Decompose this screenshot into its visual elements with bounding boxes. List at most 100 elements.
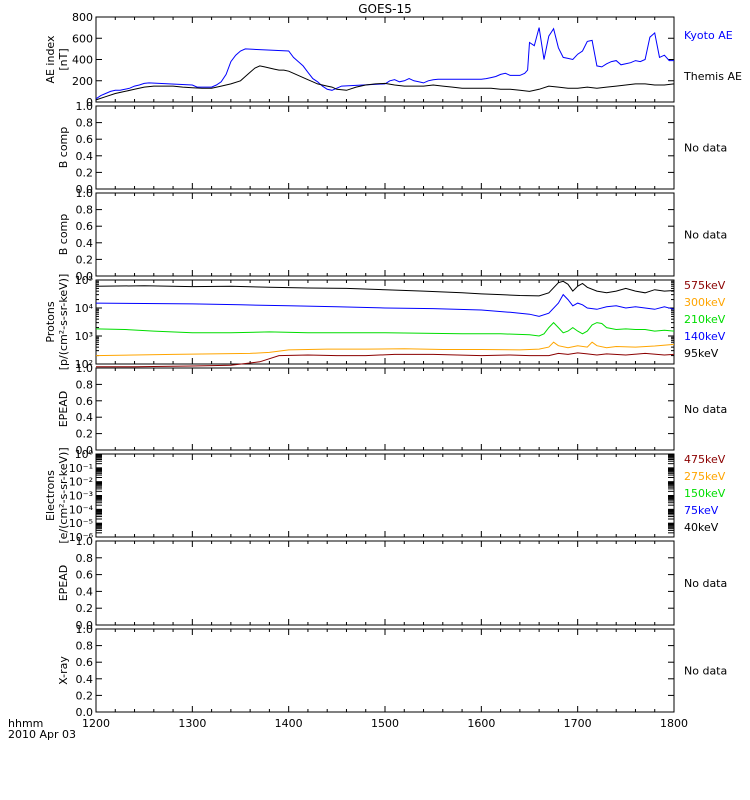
panel-frame	[95, 192, 675, 277]
y-axis-label: EPEAD	[57, 391, 70, 428]
no-data-label: No data	[684, 665, 727, 678]
legend-entry: 75keV	[684, 504, 719, 517]
panel-2: 0.0 0.2 0.4 0.6 0.8 1.0 B comp No data	[57, 100, 727, 196]
panel-frame	[95, 453, 675, 538]
legend-entry: Themis AE	[683, 70, 742, 83]
y-tick-label: 0.0	[76, 619, 94, 632]
time-axis: hhmm 2010 Apr 03 1200 1300 1400 1500 1600 170…	[8, 717, 688, 741]
legend-entry: Kyoto AE	[684, 29, 733, 42]
no-data-label: No data	[684, 229, 727, 242]
y-tick-label: 0.0	[76, 270, 94, 283]
y-tick-label: 10⁻²	[69, 476, 93, 489]
legend-entry: 210keV	[684, 313, 726, 326]
y-tick-label: 0.6	[76, 220, 94, 233]
y-tick-label: 0.4	[76, 150, 94, 163]
y-tick-label: 0.4	[76, 411, 94, 424]
y-tick-label: 400	[72, 54, 93, 67]
series-line	[95, 341, 675, 357]
y-tick-label: 0.8	[76, 378, 94, 391]
legend-entry: 275keV	[684, 470, 726, 483]
y-tick-label: 0.8	[76, 117, 94, 130]
series-line	[95, 321, 675, 337]
legend-entry: 150keV	[684, 487, 726, 500]
y-tick-label: 0.2	[76, 428, 94, 441]
legend-entry: 475keV	[684, 453, 726, 466]
panel-frame	[95, 16, 675, 103]
y-tick-label: 0.8	[76, 552, 94, 565]
y-tick-label: 0.6	[76, 395, 94, 408]
y-tick-label: 0.6	[76, 656, 94, 669]
panel-1: 0 200 400 600 800 AE index [nT] Kyoto AE Themis …	[44, 11, 742, 109]
y-tick-label: 10⁻⁵	[69, 517, 93, 530]
y-tick-label: 10⁻³	[69, 490, 93, 503]
y-tick-label: 10⁰	[75, 448, 94, 461]
y-tick-label: 0.0	[76, 444, 94, 457]
panel-8: 0.0 0.2 0.4 0.6 0.8 1.0 X-ray No data	[57, 623, 727, 719]
series-line	[95, 293, 675, 317]
panel-4: 10² 10³ 10⁴ 10⁵ Protons [p/(cm²-s-sr-keV)] 575…	[44, 274, 726, 371]
y-tick-label: 0.8	[76, 640, 94, 653]
y-tick-label: 1.0	[76, 535, 94, 548]
y-axis-label: [e/(cm²-s-sr-keV)]	[57, 447, 70, 543]
y-tick-label: 600	[72, 32, 93, 45]
panel-frame	[95, 628, 675, 713]
y-tick-label: 0.2	[76, 689, 94, 702]
y-tick-label: 0.4	[76, 585, 94, 598]
x-axis-hhmm-label: hhmm	[8, 717, 43, 730]
y-tick-label: 0.6	[76, 133, 94, 146]
y-tick-label: 1.0	[76, 100, 94, 113]
y-tick-label: 1.0	[76, 623, 94, 636]
plot-title: GOES-15	[358, 2, 412, 16]
x-tick-label: 1300	[178, 717, 206, 730]
y-tick-label: 1.0	[76, 362, 94, 375]
panel-frame	[95, 105, 675, 190]
y-tick-label: 0.2	[76, 166, 94, 179]
series-line	[95, 280, 675, 297]
x-tick-label: 1500	[371, 717, 399, 730]
x-tick-label: 1800	[660, 717, 688, 730]
y-axis-label: Protons	[44, 301, 57, 342]
y-axis-label: Electrons	[44, 470, 57, 521]
y-tick-label: 0.4	[76, 673, 94, 686]
series-line	[95, 27, 674, 100]
y-tick-label: 10²	[75, 358, 93, 371]
panel-frame	[95, 540, 675, 626]
panels: 0 200 400 600 800 AE index [nT] Kyoto AE Themis …	[44, 11, 742, 719]
panel-frame	[95, 367, 675, 451]
panel-3: 0.0 0.2 0.4 0.6 0.8 1.0 B comp No data	[57, 187, 727, 283]
y-axis-label: X-ray	[57, 656, 70, 685]
x-tick-label: 1400	[275, 717, 303, 730]
panel-5: 0.0 0.2 0.4 0.6 0.8 1.0 EPEAD No data	[57, 362, 727, 457]
y-axis-label: [p/(cm²-s-sr-keV)]	[57, 274, 70, 371]
y-tick-label: 10⁻⁴	[69, 503, 94, 516]
y-tick-label: 200	[72, 75, 93, 88]
legend-entry: 40keV	[684, 521, 719, 534]
no-data-label: No data	[684, 577, 727, 590]
y-axis-label: AE index	[44, 35, 57, 84]
y-tick-label: 0	[86, 96, 93, 109]
series-line	[95, 65, 675, 101]
panel-7: 0.0 0.2 0.4 0.6 0.8 1.0 EPEAD No data	[57, 535, 727, 632]
y-tick-label: 10⁴	[75, 302, 94, 315]
panel-frame	[95, 279, 675, 365]
y-tick-label: 10³	[75, 330, 93, 343]
y-axis-label: B comp	[57, 127, 70, 169]
y-tick-label: 1.0	[76, 187, 94, 200]
x-tick-label: 1700	[564, 717, 592, 730]
y-tick-label: 0.0	[76, 706, 94, 719]
x-tick-label: 1200	[82, 717, 110, 730]
y-axis-label: [nT]	[57, 48, 70, 70]
no-data-label: No data	[684, 142, 727, 155]
y-tick-label: 10⁵	[75, 274, 93, 287]
legend-entry: 140keV	[684, 330, 726, 343]
legend-entry: 300keV	[684, 296, 726, 309]
y-tick-label: 10⁻¹	[69, 462, 93, 475]
x-axis-date-label: 2010 Apr 03	[8, 728, 76, 741]
y-tick-label: 0.0	[76, 183, 94, 196]
x-tick-label: 1600	[467, 717, 495, 730]
y-tick-label: 0.2	[76, 602, 94, 615]
y-tick-label: 0.8	[76, 204, 94, 217]
legend-entry: 575keV	[684, 279, 726, 292]
